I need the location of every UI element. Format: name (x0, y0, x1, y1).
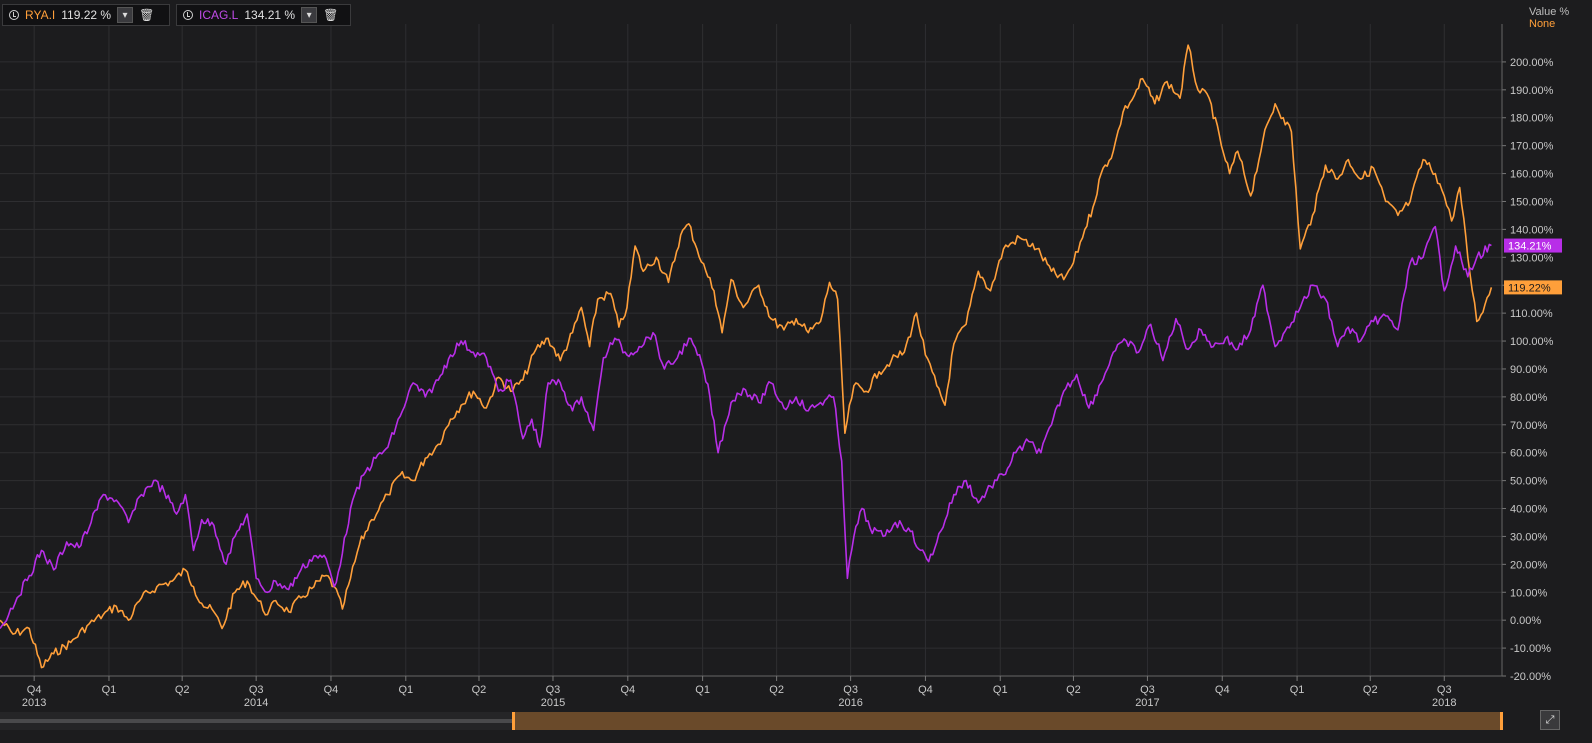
y-tick-label: 150.00% (1510, 196, 1554, 208)
y-tick-label: 110.00% (1510, 308, 1553, 320)
x-year-label: 2017 (1135, 697, 1159, 709)
y-tick-label: 60.00% (1510, 448, 1548, 460)
x-tick-label: Q3 (249, 684, 264, 696)
y-tick-label: 200.00% (1510, 57, 1554, 69)
legend-chip-rya[interactable]: RYA.I 119.22 % ▾ 🗑︎ (2, 4, 170, 26)
y-tick-label: 50.00% (1510, 476, 1548, 488)
x-tick-label: Q1 (398, 684, 413, 696)
last-value-tag-rya (1504, 280, 1562, 295)
x-tick-label: Q2 (472, 684, 487, 696)
x-tick-label: Q1 (695, 684, 710, 696)
legend-chip-icag[interactable]: ICAG.L 134.21 % ▾ 🗑︎ (176, 4, 351, 26)
axis-subtitle: None (1529, 18, 1556, 30)
legend-value-rya: 119.22 % (61, 8, 112, 22)
y-tick-label: 90.00% (1510, 364, 1548, 376)
y-tick-label: 140.00% (1510, 224, 1554, 236)
x-tick-label: Q3 (546, 684, 561, 696)
x-tick-label: Q4 (1215, 684, 1230, 696)
y-tick-label: 180.00% (1510, 113, 1554, 125)
x-tick-label: Q3 (843, 684, 858, 696)
last-value-label-icag: 134.21% (1508, 241, 1552, 253)
legend-ticker-rya: RYA.I (25, 8, 56, 22)
legend-value-icag: 134.21 % (244, 8, 296, 22)
y-axis: -20.00% -10.00% 0.00% 10.00% 20.00% 30.00% 40.… (1501, 24, 1562, 683)
x-tick-label: Q1 (1290, 684, 1305, 696)
y-tick-label: 160.00% (1510, 169, 1554, 181)
clock-icon (183, 10, 193, 20)
x-year-label: 2018 (1432, 697, 1456, 709)
x-tick-label: Q1 (102, 684, 117, 696)
x-tick-label: Q4 (918, 684, 933, 696)
x-year-label: 2015 (541, 697, 565, 709)
chevron-down-icon[interactable]: ▾ (117, 7, 134, 23)
scrollbar-handle-right (1500, 712, 1503, 730)
x-tick-label: Q4 (324, 684, 339, 696)
y-tick-label: -10.00% (1510, 643, 1551, 655)
clock-icon (9, 10, 19, 20)
scrollbar-thumb (514, 712, 1502, 730)
y-tick-label: 40.00% (1510, 504, 1548, 516)
y-tick-label: 130.00% (1510, 252, 1554, 264)
x-year-label: 2013 (22, 697, 46, 709)
series-line-rya-i (0, 44, 1493, 669)
x-tick-label: Q1 (993, 684, 1008, 696)
y-tick-label: -20.00% (1510, 671, 1551, 683)
y-tick-label: 100.00% (1510, 336, 1554, 348)
x-tick-label: Q2 (1363, 684, 1378, 696)
y-tick-label: 20.00% (1510, 559, 1548, 571)
y-tick-label: 70.00% (1510, 420, 1548, 432)
time-scrollbar[interactable] (0, 712, 1503, 730)
axis-title: Value % (1529, 6, 1570, 18)
last-value-label-rya: 119.22% (1508, 282, 1551, 294)
chevron-down-icon[interactable]: ▾ (301, 7, 318, 23)
x-tick-label: Q4 (27, 684, 42, 696)
y-tick-label: 170.00% (1510, 141, 1554, 153)
y-tick-label: 30.00% (1510, 531, 1548, 543)
y-tick-label: 190.00% (1510, 85, 1554, 97)
y-tick-label: 80.00% (1510, 392, 1548, 404)
x-year-label: 2016 (838, 697, 862, 709)
x-year-label: 2014 (244, 697, 268, 709)
x-tick-label: Q3 (1140, 684, 1155, 696)
x-tick-label: Q2 (175, 684, 190, 696)
scrollbar-handle-left (512, 712, 515, 730)
series-line-icag-l (0, 225, 1492, 629)
scrollbar-left-area (0, 719, 514, 723)
x-tick-label: Q4 (620, 684, 635, 696)
chart-expand-icon[interactable]: ⤢ (1540, 710, 1560, 730)
x-tick-label: Q2 (1066, 684, 1081, 696)
x-tick-label: Q2 (769, 684, 784, 696)
legend-ticker-icag: ICAG.L (199, 8, 239, 22)
y-tick-label: 10.00% (1510, 587, 1548, 599)
trash-icon[interactable]: 🗑︎ (323, 8, 339, 22)
y-tick-label: 0.00% (1510, 615, 1541, 627)
series-layer (0, 44, 1493, 669)
trash-icon[interactable]: 🗑︎ (139, 8, 155, 22)
last-value-tag-icag (1504, 238, 1562, 253)
x-tick-label: Q3 (1437, 684, 1452, 696)
